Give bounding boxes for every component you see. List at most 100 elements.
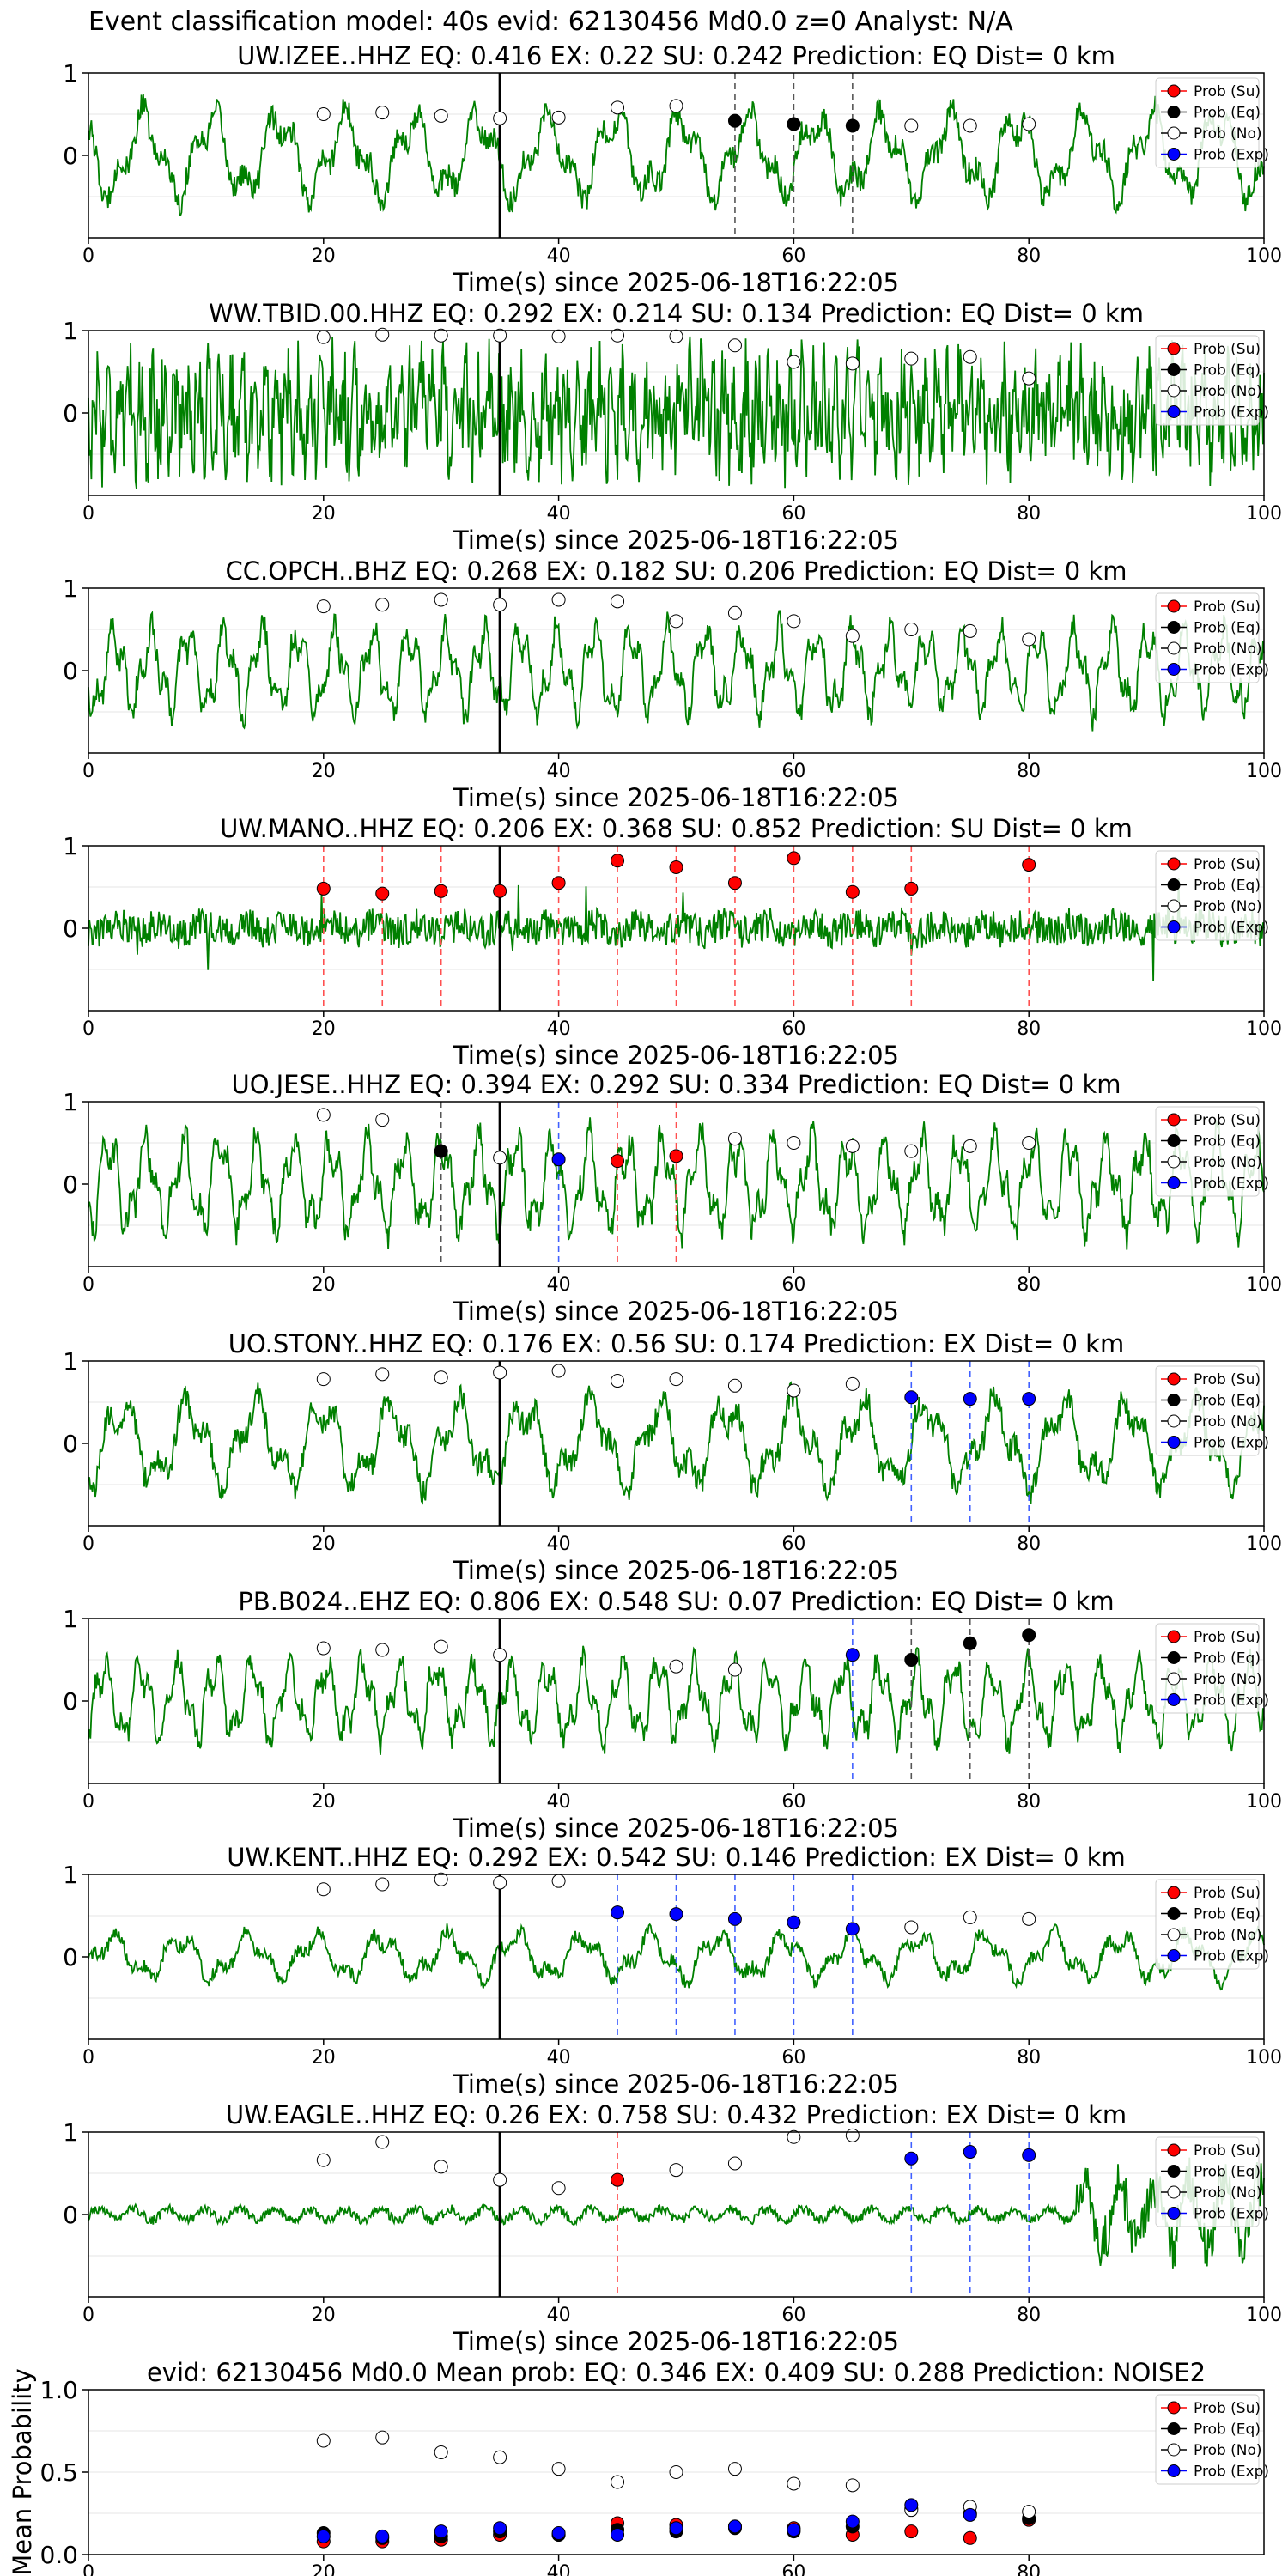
prob-point-eq: [787, 117, 801, 131]
prob-point-su: [727, 876, 742, 890]
prob-point-no: [669, 99, 683, 113]
prob-point-no: [551, 1364, 566, 1378]
prob-point-exp: [316, 2529, 331, 2543]
waveform-trace: [88, 1645, 1265, 1755]
prob-point-no: [493, 1875, 507, 1890]
prob-point-no: [727, 2156, 742, 2171]
prob-point-no: [551, 2462, 566, 2476]
prob-point-exp: [845, 2514, 860, 2529]
x-tick-label: 100: [1246, 246, 1282, 267]
prob-point-su: [611, 854, 625, 868]
legend-label: Prob (Su): [1194, 2142, 1261, 2160]
prob-point-no: [611, 328, 625, 343]
prob-point-no: [434, 1639, 448, 1654]
legend-label: Prob (Su): [1194, 1371, 1261, 1388]
legend-marker-exp: [1167, 663, 1181, 676]
x-tick-label: 80: [1017, 2562, 1041, 2576]
panel-4: UW.MANO..HHZ EQ: 0.206 EX: 0.368 SU: 0.8…: [63, 814, 1282, 1070]
x-tick-label: 20: [312, 1018, 336, 1040]
panel-2: WW.TBID.00.HHZ EQ: 0.292 EX: 0.214 SU: 0…: [63, 299, 1282, 555]
y-tick-label: 1: [63, 317, 78, 345]
prob-point-exp: [434, 2524, 448, 2539]
legend-marker-no: [1167, 2443, 1181, 2457]
prob-point-no: [434, 592, 448, 607]
legend-label: Prob (Su): [1194, 83, 1261, 100]
prob-point-no: [493, 598, 507, 612]
prob-point-exp: [963, 2507, 977, 2522]
x-tick-label: 0: [82, 2305, 94, 2326]
legend-label: Prob (No): [1194, 2184, 1262, 2202]
prob-point-no: [316, 1372, 331, 1387]
prob-point-no: [551, 110, 566, 125]
legend-label: Prob (Exp): [1194, 920, 1269, 937]
panel-title: PB.B024..EHZ EQ: 0.806 EX: 0.548 SU: 0.0…: [238, 1587, 1114, 1616]
x-tick-label: 100: [1246, 2305, 1282, 2326]
legend-label: Prob (No): [1194, 2442, 1262, 2459]
legend-label: Prob (Su): [1194, 1885, 1261, 1902]
x-axis-label: Time(s) since 2025-06-18T16:22:05: [453, 268, 899, 297]
prob-point-su: [904, 881, 919, 896]
prob-point-no: [904, 623, 919, 636]
prob-point-exp: [787, 2523, 801, 2537]
legend-marker-eq: [1167, 363, 1181, 376]
panel-6: UO.STONY..HHZ EQ: 0.176 EX: 0.56 SU: 0.1…: [63, 1329, 1282, 1585]
y-tick-label: 0: [63, 657, 78, 685]
x-axis-label: Time(s) since 2025-06-18T16:22:05: [453, 1814, 899, 1843]
x-tick-label: 60: [781, 503, 805, 525]
prob-point-no: [611, 2475, 625, 2489]
legend-label: Prob (Exp): [1194, 1692, 1269, 1710]
y-tick-label: 1: [63, 59, 78, 88]
panel-title: CC.OPCH..BHZ EQ: 0.268 EX: 0.182 SU: 0.2…: [226, 556, 1127, 586]
x-tick-label: 0: [82, 1534, 94, 1555]
prob-point-eq: [434, 1144, 448, 1158]
prob-point-exp: [727, 1911, 742, 1926]
legend: Prob (Su) Prob (Eq) Prob (No) Prob (Exp): [1155, 2136, 1269, 2227]
x-tick-label: 100: [1246, 761, 1282, 782]
y-tick-label: 1: [63, 832, 78, 860]
prob-point-no: [375, 2430, 390, 2445]
y-tick-label: 1: [63, 1088, 78, 1116]
legend-label: Prob (Exp): [1194, 2464, 1269, 2481]
y-tick-label: 1: [63, 574, 78, 603]
prob-point-no: [845, 2478, 860, 2493]
prob-point-no: [787, 355, 801, 369]
x-tick-label: 100: [1246, 503, 1282, 525]
prob-point-su: [669, 1149, 683, 1163]
prob-point-no: [669, 614, 683, 629]
legend-marker-exp: [1167, 148, 1181, 161]
prob-point-su: [551, 876, 566, 890]
x-tick-label: 20: [312, 761, 336, 782]
prob-point-no: [963, 623, 977, 638]
legend-marker-exp: [1167, 2207, 1181, 2220]
prob-point-no: [904, 118, 919, 133]
legend-marker-su: [1167, 1886, 1181, 1899]
panel-title: UW.MANO..HHZ EQ: 0.206 EX: 0.368 SU: 0.8…: [220, 814, 1133, 843]
prob-point-no: [845, 1376, 860, 1391]
prob-point-no: [434, 2445, 448, 2459]
x-tick-label: 20: [312, 246, 336, 267]
x-tick-label: 100: [1246, 1791, 1282, 1813]
prob-point-no: [787, 1136, 801, 1150]
legend-marker-no: [1167, 1414, 1181, 1428]
panel-title: evid: 62130456 Md0.0 Mean prob: EQ: 0.34…: [147, 2358, 1206, 2387]
legend-label: Prob (Eq): [1194, 878, 1261, 895]
panel-title: UW.EAGLE..HHZ EQ: 0.26 EX: 0.758 SU: 0.4…: [226, 2100, 1127, 2129]
legend-marker-eq: [1167, 2165, 1181, 2178]
prob-point-no: [375, 106, 390, 120]
prob-point-su: [611, 1154, 625, 1169]
legend-label: Prob (No): [1194, 898, 1262, 915]
prob-point-exp: [1022, 2148, 1036, 2162]
x-tick-label: 0: [82, 503, 94, 525]
legend-marker-exp: [1167, 2464, 1181, 2477]
prob-point-no: [787, 2476, 801, 2491]
legend-marker-exp: [1167, 920, 1181, 933]
y-tick-label: 1: [63, 1347, 78, 1376]
prob-point-no: [316, 1882, 331, 1897]
legend-box: [1155, 1365, 1260, 1456]
prob-point-no: [727, 605, 742, 620]
prob-point-su: [787, 851, 801, 866]
prob-point-no: [904, 1144, 919, 1158]
x-tick-label: 100: [1246, 1534, 1282, 1555]
prob-point-no: [845, 356, 860, 371]
prob-point-no: [493, 328, 507, 343]
